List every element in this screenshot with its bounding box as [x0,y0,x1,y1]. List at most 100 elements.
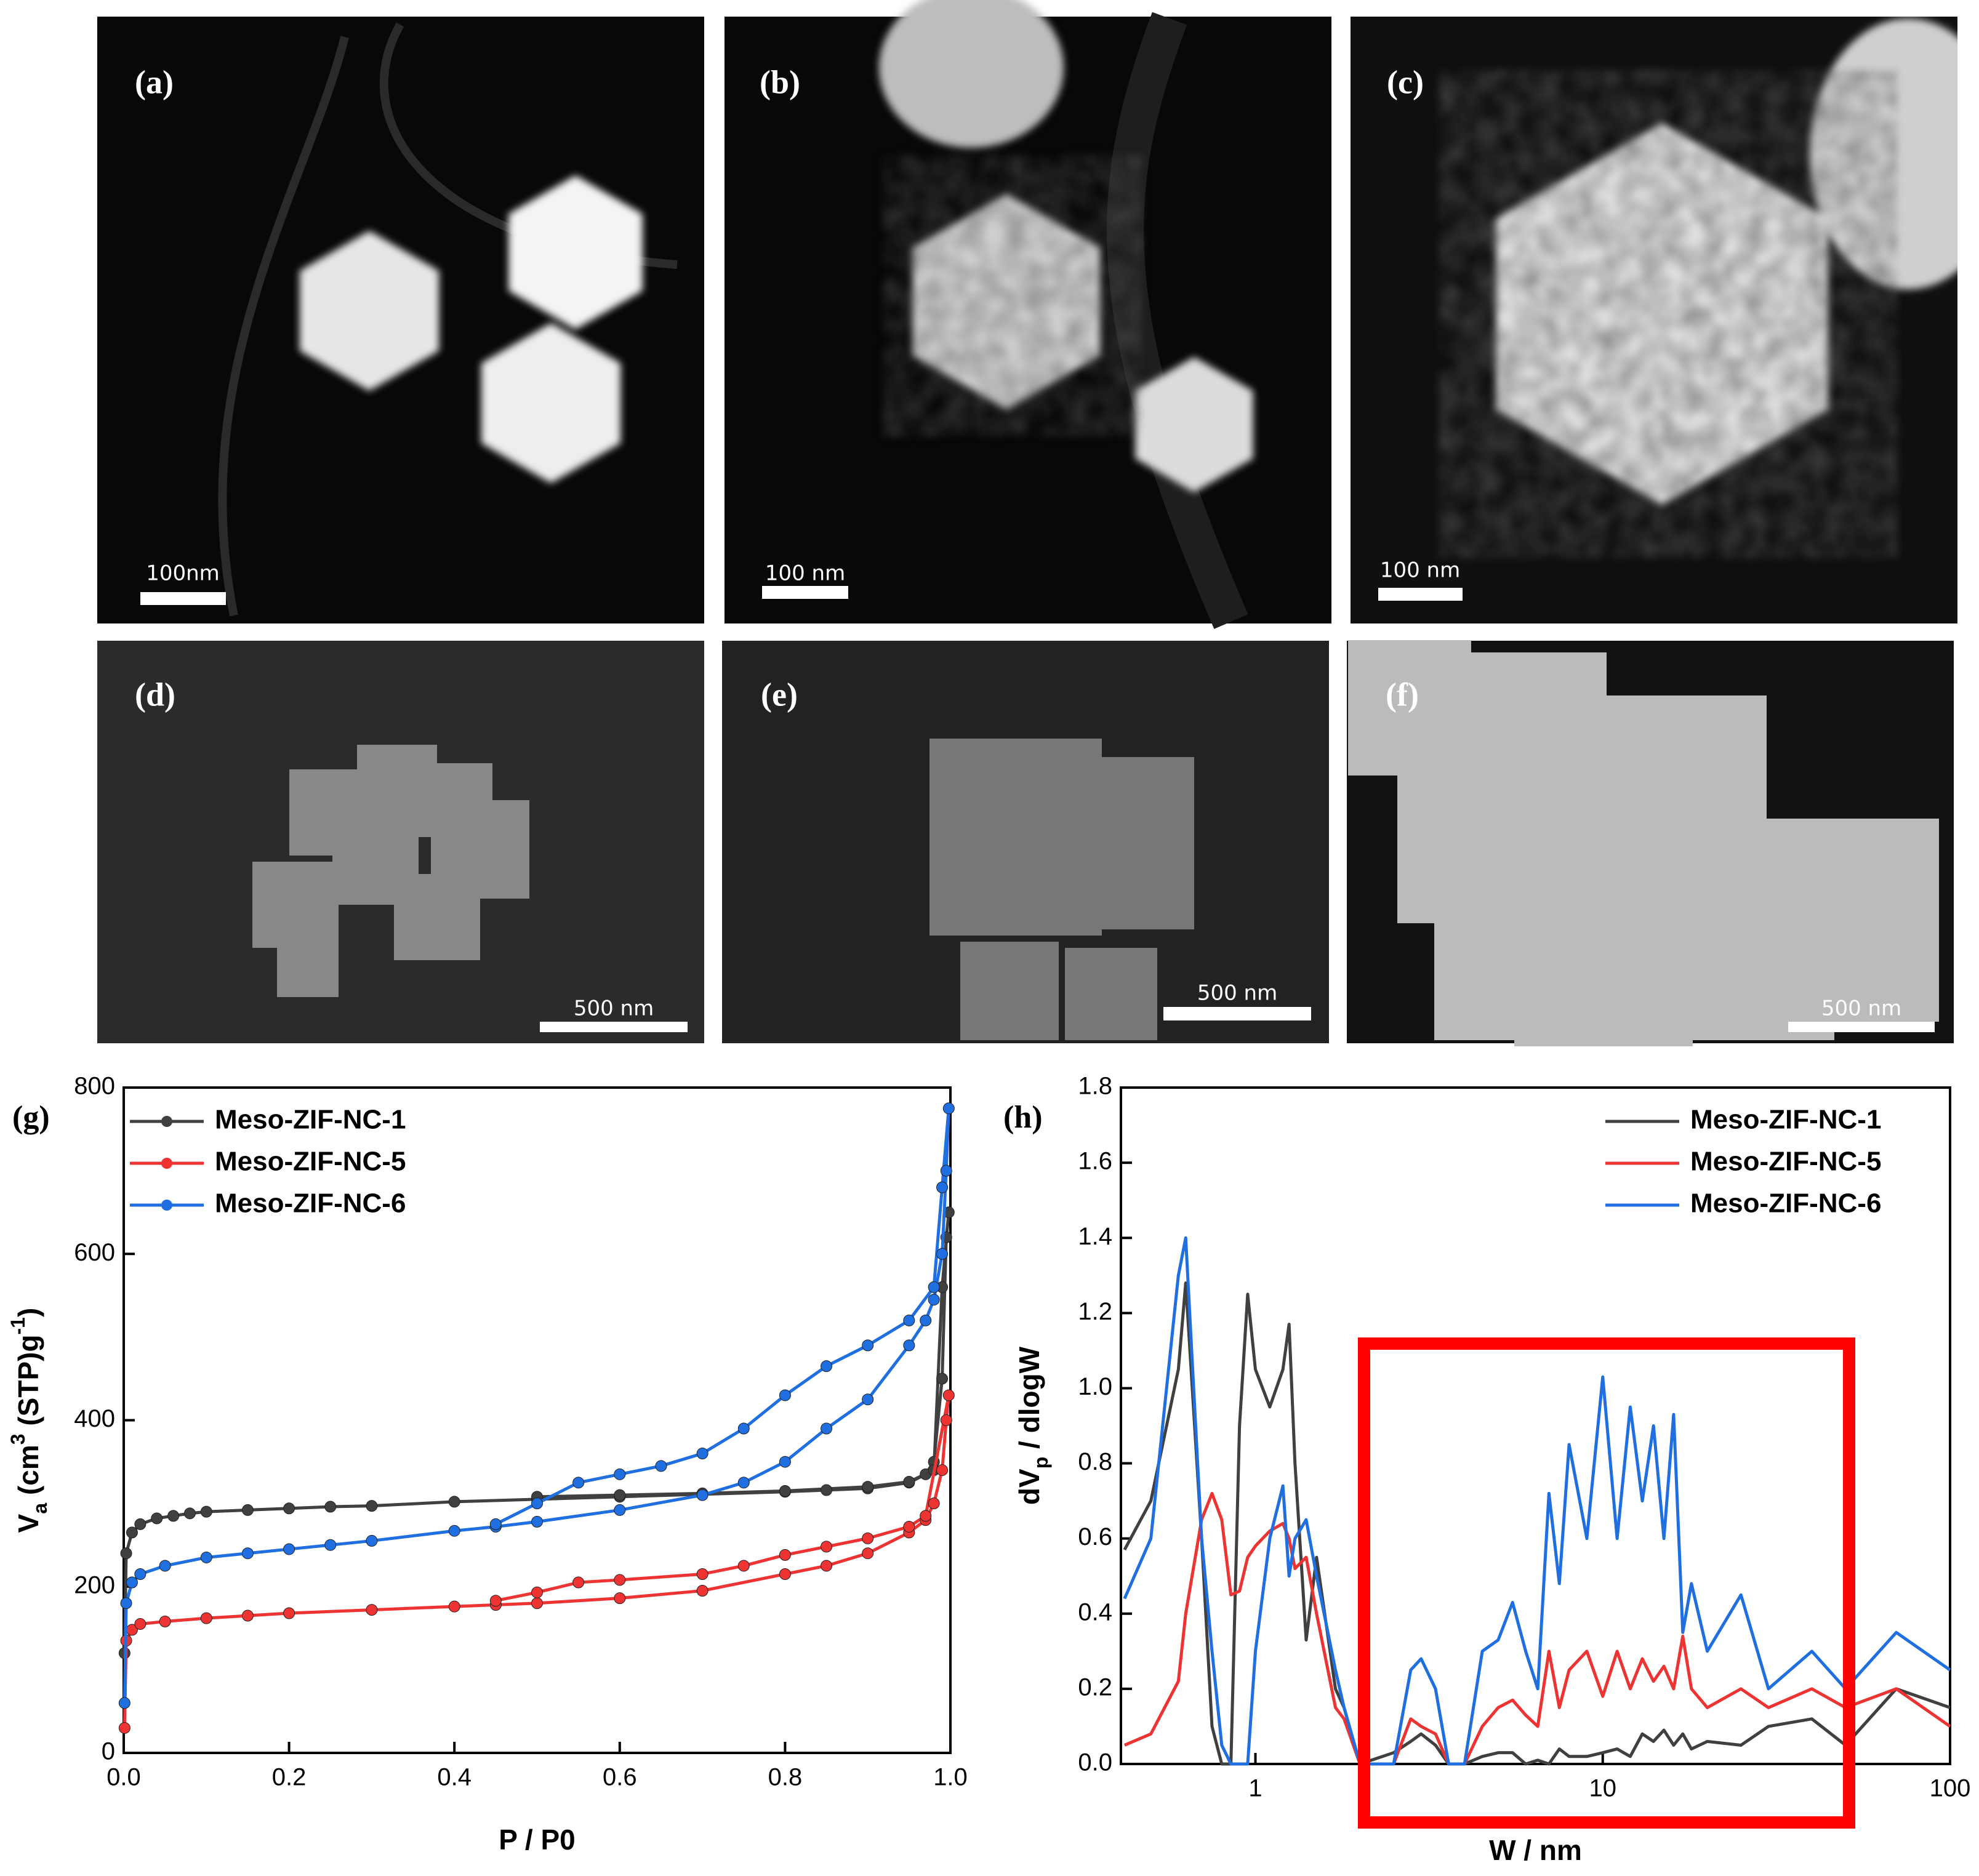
y-axis-label-part: -1 [7,1317,29,1334]
scale-bar-label: 500 nm [1821,996,1901,1021]
scale-bar-label: 100 nm [1380,558,1460,583]
y-axis-label-part: (STP)g [12,1334,44,1433]
y-tick-label: 1.4 [1078,1223,1112,1250]
y-tick-label: 800 [74,1073,115,1100]
data-point [324,1501,337,1513]
y-tick-label: 1.8 [1078,1073,1112,1100]
y-tick-label: 0.0 [1078,1749,1112,1776]
legend-label: Meso-ZIF-NC-5 [215,1147,406,1177]
data-point [862,1393,874,1406]
data-point [655,1460,667,1472]
series-line [122,1393,950,1728]
data-point [241,1504,254,1516]
data-point [366,1500,378,1512]
plot-frame [122,1086,952,1754]
data-point [241,1609,254,1622]
data-point [572,1477,585,1489]
crystal [879,0,1064,148]
x-tick-label: 1.0 [933,1764,968,1791]
y-tick-label: 400 [74,1405,115,1432]
data-point [903,1520,915,1533]
scale-bar [1163,1007,1311,1020]
data-point [821,1422,833,1435]
data-point [366,1604,378,1616]
y-tick-label: 0 [102,1738,115,1765]
crystal [1526,859,1681,1037]
data-point [614,1468,626,1480]
data-point [448,1600,460,1613]
panel-f: (f) 500 nm [1347,641,1954,1043]
panel-label: (b) [760,63,800,100]
film-edge [1107,12,1248,629]
panel-label: (c) [1387,63,1424,100]
data-point [614,1489,626,1501]
data-point [200,1551,212,1563]
crystal [1071,948,1152,1040]
data-point [134,1618,147,1630]
data-point [779,1549,791,1561]
chart: 0.0 0.2 0.4 0.6 0.8 1.0 0 200 400 600 800 P / P0 Va … [7,1073,967,1856]
x-tick-label: 1 [1248,1775,1262,1802]
scale-bar-label: 500 nm [1197,981,1277,1006]
data-point [126,1526,138,1539]
data-point [531,1515,543,1528]
y-tick-label: 0.8 [1078,1448,1112,1475]
data-point [936,1181,949,1193]
data-point [821,1541,833,1553]
data-point [489,1595,502,1607]
data-point [324,1539,337,1551]
panel-d: (d) 500 nm [97,641,704,1043]
legend-label: Meso-ZIF-NC-5 [1690,1147,1881,1177]
x-tick-label: 0.8 [768,1764,803,1791]
data-point [779,1568,791,1580]
data-point [531,1586,543,1598]
x-tick-label: 10 [1589,1775,1616,1802]
y-tick-label: 0.4 [1078,1598,1112,1625]
crystal [1014,856,1078,929]
y-axis-label: Va (cm3 (STP)g-1) [7,1308,51,1533]
data-point [862,1532,874,1544]
data-point [531,1497,543,1510]
x-tick-label: 100 [1930,1775,1971,1802]
scale-bar-label: 100nm [146,561,220,586]
data-point [489,1518,502,1530]
data-point [200,1505,212,1518]
data-point [134,1518,147,1530]
scale-bar [762,586,848,599]
data-point [821,1360,833,1373]
x-tick-label: 0.6 [603,1764,637,1791]
data-point [283,1607,295,1619]
y-axis-label-part: 3 [7,1433,29,1445]
data-point [942,1102,955,1115]
legend-label: Meso-ZIF-NC-1 [1690,1105,1881,1135]
data-point [862,1339,874,1352]
y-tick-label: 200 [74,1571,115,1598]
y-tick-label: 0.2 [1078,1674,1112,1701]
data-point [737,1422,750,1435]
data-point [118,1697,130,1709]
x-tick-label: 0.0 [106,1764,141,1791]
panel-label: (h) [1003,1100,1043,1135]
data-point [151,1512,163,1525]
crystals [1477,18,1957,517]
x-tick-label: 0.2 [272,1764,307,1791]
panel-label: (g) [12,1100,50,1135]
series-line [1123,1281,1951,1766]
panel-a: (a) 100nm [97,17,704,623]
panel-label: (a) [135,63,174,100]
data-point [920,1314,932,1326]
series-line [122,1107,950,1703]
data-point [928,1497,940,1510]
panel-c: (c) 100 nm [1351,17,1957,623]
y-axis-label-part: a [29,1503,51,1514]
legend-label: Meso-ZIF-NC-6 [215,1189,406,1219]
data-point [118,1722,130,1734]
plot-frame [1120,1086,1951,1765]
data-point [126,1576,138,1589]
crystal [1767,828,1927,1012]
data-point [862,1481,874,1493]
y-tick-label: 1.2 [1078,1298,1112,1325]
y-axis-label-part: / dlogW [1013,1346,1045,1456]
